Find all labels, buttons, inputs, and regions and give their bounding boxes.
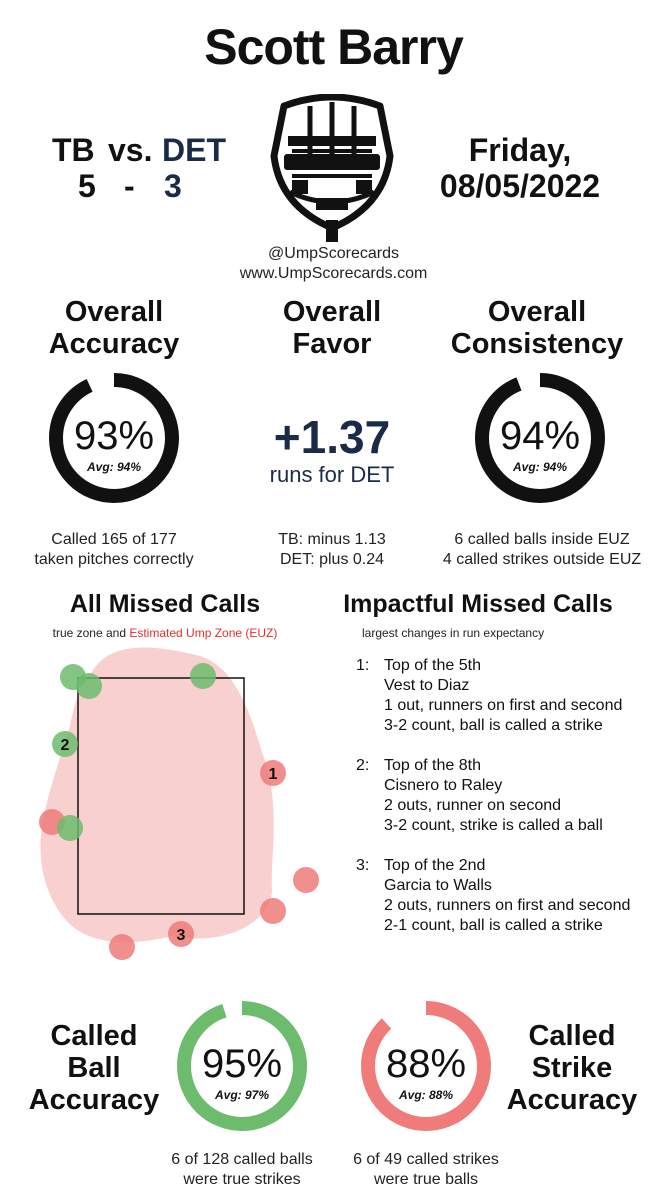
- accuracy-heading: Overall Accuracy: [14, 296, 214, 360]
- accuracy-value: 93%: [73, 414, 155, 458]
- consistency-ring: [475, 373, 605, 503]
- ball-heading-line2: Ball: [67, 1052, 121, 1084]
- missed-call-label-2: 2: [61, 737, 70, 754]
- call-result: 2-1 count, ball is called a strike: [384, 917, 603, 934]
- call-matchup: Garcia to Walls: [384, 877, 492, 894]
- missed-call-label-1: 1: [269, 766, 278, 783]
- accuracy-heading-line2: Accuracy: [48, 328, 180, 360]
- accuracy-caption-line2: taken pitches correctly: [34, 551, 194, 568]
- call-matchup: Vest to Diaz: [384, 677, 470, 694]
- missed-ball-dot: [190, 663, 216, 689]
- missed-strike-dot: [109, 934, 135, 960]
- impactful-call-3: 3: Top of the 2nd Garcia to Walls 2 outs…: [356, 856, 661, 936]
- missed-strike-dot: [293, 867, 319, 893]
- call-situation: 1 out, runners on first and second: [384, 697, 623, 714]
- consistency-heading-line1: Overall: [487, 296, 587, 328]
- ball-heading-line3: Accuracy: [28, 1084, 160, 1116]
- ball-caption-line1: 6 of 128 called balls: [171, 1151, 313, 1168]
- ball-accuracy-ring: [177, 1001, 307, 1131]
- strike-accuracy-caption: 6 of 49 called strikes were true balls: [316, 1150, 536, 1190]
- strike-heading-line1: Called: [528, 1020, 616, 1052]
- impactful-subtitle: largest changes in run expectancy: [362, 626, 545, 640]
- impactful-call-list: 1: Top of the 5th Vest to Diaz 1 out, ru…: [356, 656, 661, 956]
- call-inning: Top of the 5th: [384, 657, 481, 674]
- call-number: 3:: [356, 857, 370, 874]
- consistency-caption-line1: 6 called balls inside EUZ: [454, 531, 630, 548]
- impactful-call-2: 2: Top of the 8th Cisnero to Raley 2 out…: [356, 756, 661, 836]
- accuracy-ring: [49, 373, 179, 503]
- strike-accuracy-heading: Called Strike Accuracy: [492, 1020, 652, 1116]
- favor-caption-line1: TB: minus 1.13: [278, 531, 386, 548]
- consistency-heading-line2: Consistency: [450, 328, 624, 360]
- call-situation: 2 outs, runner on second: [384, 797, 562, 814]
- game-date: 08/05/2022: [439, 168, 601, 204]
- consistency-caption-line2: 4 called strikes outside EUZ: [442, 551, 642, 568]
- missed-call-label-3: 3: [177, 927, 186, 944]
- away-score: 5: [78, 168, 96, 204]
- missed-ball-dot: [57, 815, 83, 841]
- favor-heading: Overall Favor: [232, 296, 432, 360]
- missed-calls-subtitle: true zone and Estimated Ump Zone (EUZ): [20, 626, 310, 640]
- favor-heading-line1: Overall: [282, 296, 382, 328]
- strike-heading-line3: Accuracy: [506, 1084, 638, 1116]
- strike-accuracy-value: 88%: [385, 1042, 467, 1086]
- call-inning: Top of the 8th: [384, 757, 481, 774]
- ball-accuracy-value: 95%: [201, 1042, 283, 1086]
- impactful-heading: Impactful Missed Calls: [343, 590, 613, 618]
- consistency-avg: Avg: 94%: [512, 460, 568, 474]
- umpire-mask-icon: [270, 94, 394, 242]
- ball-heading-line1: Called: [50, 1020, 138, 1052]
- accuracy-heading-line1: Overall: [64, 296, 164, 328]
- missed-sub-euz: Estimated Ump Zone (EUZ): [129, 626, 278, 640]
- call-result: 3-2 count, strike is called a ball: [384, 817, 603, 834]
- ball-accuracy-caption: 6 of 128 called balls were true strikes: [132, 1150, 352, 1190]
- strike-heading-line2: Strike: [531, 1052, 613, 1084]
- accuracy-caption: Called 165 of 177 taken pitches correctl…: [4, 530, 224, 570]
- accuracy-avg: Avg: 94%: [86, 460, 142, 474]
- game-day: Friday,: [468, 132, 572, 168]
- strike-zone: [77, 677, 245, 915]
- favor-caption-line2: DET: plus 0.24: [279, 551, 385, 568]
- strike-caption-line1: 6 of 49 called strikes: [353, 1151, 499, 1168]
- favor-label: runs for DET: [269, 462, 395, 487]
- away-team: TB: [52, 132, 95, 168]
- call-number: 1:: [356, 657, 370, 674]
- call-result: 3-2 count, ball is called a strike: [384, 717, 603, 734]
- missed-calls-plot: 1 2 3: [39, 647, 319, 960]
- home-score: 3: [164, 168, 182, 204]
- consistency-caption: 6 called balls inside EUZ 4 called strik…: [420, 530, 664, 570]
- ball-caption-line2: were true strikes: [183, 1171, 301, 1188]
- umpire-name: Scott Barry: [204, 19, 464, 75]
- favor-caption: TB: minus 1.13 DET: plus 0.24: [222, 530, 442, 570]
- missed-ball-dot: [76, 673, 102, 699]
- favor-heading-line2: Favor: [292, 328, 372, 360]
- missed-ball-dot: [52, 731, 78, 757]
- missed-strike-dot: [260, 898, 286, 924]
- ball-accuracy-heading: Called Ball Accuracy: [14, 1020, 174, 1116]
- favor-value: +1.37: [273, 411, 391, 463]
- missed-sub-prefix: true zone and: [52, 626, 126, 640]
- missed-strike-dot: [260, 760, 286, 786]
- call-number: 2:: [356, 757, 370, 774]
- impactful-call-1: 1: Top of the 5th Vest to Diaz 1 out, ru…: [356, 656, 661, 736]
- strike-caption-line2: were true balls: [373, 1171, 479, 1188]
- call-situation: 2 outs, runners on first and second: [384, 897, 631, 914]
- home-team: DET: [162, 132, 226, 168]
- consistency-heading: Overall Consistency: [437, 296, 637, 360]
- website-link[interactable]: www.UmpScorecards.com: [239, 265, 428, 282]
- ball-accuracy-avg: Avg: 97%: [214, 1088, 270, 1102]
- score-dash: -: [124, 168, 135, 204]
- consistency-value: 94%: [499, 414, 581, 458]
- call-inning: Top of the 2nd: [384, 857, 486, 874]
- euz-region: [40, 647, 274, 943]
- accuracy-caption-line1: Called 165 of 177: [51, 531, 177, 548]
- missed-calls-heading: All Missed Calls: [69, 590, 261, 618]
- call-matchup: Cisnero to Raley: [384, 777, 503, 794]
- missed-strike-dot: [168, 921, 194, 947]
- vs-label: vs.: [108, 132, 153, 168]
- twitter-handle[interactable]: @UmpScorecards: [268, 245, 399, 262]
- strike-accuracy-ring: [361, 1001, 491, 1131]
- strike-accuracy-avg: Avg: 88%: [398, 1088, 454, 1102]
